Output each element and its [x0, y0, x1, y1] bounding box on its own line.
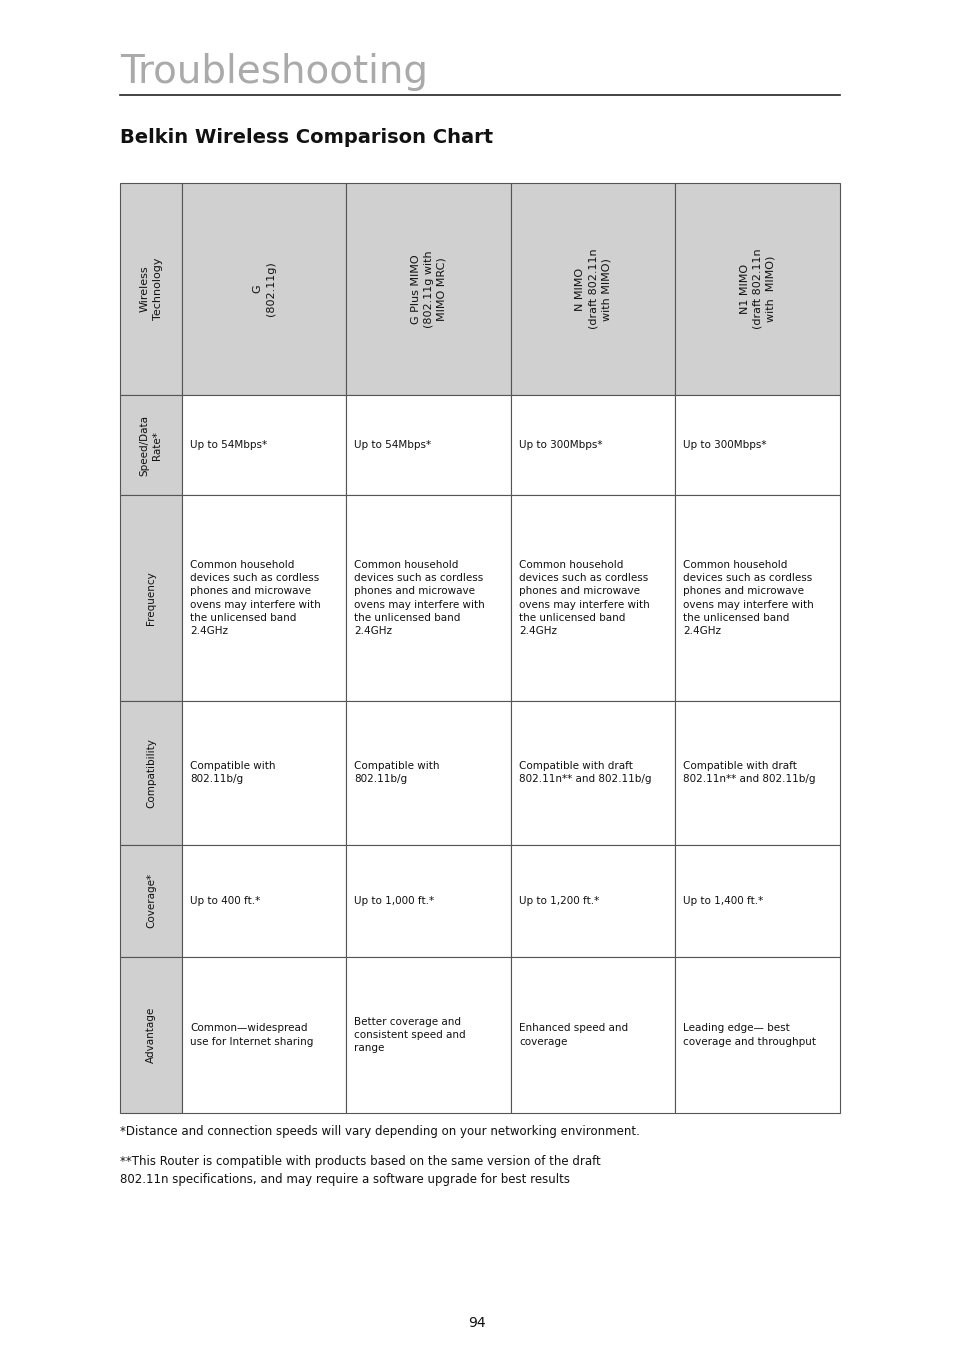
Bar: [675, 183, 840, 395]
Bar: [182, 183, 346, 395]
Text: Up to 1,000 ft.*: Up to 1,000 ft.*: [355, 895, 435, 906]
Text: Up to 400 ft.*: Up to 400 ft.*: [190, 895, 260, 906]
Bar: [346, 701, 511, 845]
Text: G
(802.11g): G (802.11g): [253, 262, 275, 316]
Text: Compatible with
802.11b/g: Compatible with 802.11b/g: [190, 761, 275, 785]
Bar: [675, 395, 840, 495]
Bar: [120, 845, 182, 957]
Text: Belkin Wireless Comparison Chart: Belkin Wireless Comparison Chart: [120, 128, 493, 147]
Bar: [511, 495, 675, 701]
Bar: [675, 845, 840, 957]
Text: Wireless
Technology: Wireless Technology: [139, 258, 162, 320]
Text: *Distance and connection speeds will vary depending on your networking environme: *Distance and connection speeds will var…: [120, 1124, 639, 1138]
Text: Up to 54Mbps*: Up to 54Mbps*: [190, 440, 267, 450]
Bar: [346, 495, 511, 701]
Text: Common—widespread
use for Internet sharing: Common—widespread use for Internet shari…: [190, 1024, 313, 1047]
Bar: [182, 495, 346, 701]
Bar: [120, 957, 182, 1114]
Bar: [511, 845, 675, 957]
Bar: [511, 957, 675, 1114]
Text: N1 MIMO
(draft 802.11n
with  MIMO): N1 MIMO (draft 802.11n with MIMO): [739, 249, 775, 330]
Text: Common household
devices such as cordless
phones and microwave
ovens may interfe: Common household devices such as cordles…: [190, 560, 320, 637]
Bar: [511, 701, 675, 845]
Text: Leading edge— best
coverage and throughput: Leading edge— best coverage and throughp…: [682, 1024, 816, 1047]
Bar: [120, 701, 182, 845]
Text: Speed/Data
Rate*: Speed/Data Rate*: [140, 414, 162, 476]
Bar: [182, 957, 346, 1114]
Text: Up to 300Mbps*: Up to 300Mbps*: [682, 440, 766, 450]
Bar: [182, 845, 346, 957]
Text: Common household
devices such as cordless
phones and microwave
ovens may interfe: Common household devices such as cordles…: [682, 560, 814, 637]
Text: 94: 94: [468, 1317, 485, 1330]
Text: Coverage*: Coverage*: [146, 874, 156, 928]
Bar: [511, 183, 675, 395]
Bar: [346, 957, 511, 1114]
Text: **This Router is compatible with products based on the same version of the draft: **This Router is compatible with product…: [120, 1154, 600, 1186]
Bar: [120, 495, 182, 701]
Text: G Plus MIMO
(802.11g with
MIMO MRC): G Plus MIMO (802.11g with MIMO MRC): [410, 251, 447, 328]
Text: Compatible with
802.11b/g: Compatible with 802.11b/g: [355, 761, 439, 785]
Bar: [182, 395, 346, 495]
Bar: [346, 395, 511, 495]
Bar: [511, 395, 675, 495]
Bar: [120, 395, 182, 495]
Text: Up to 1,200 ft.*: Up to 1,200 ft.*: [518, 895, 598, 906]
Text: Compatible with draft
802.11n** and 802.11b/g: Compatible with draft 802.11n** and 802.…: [518, 761, 651, 785]
Text: Up to 54Mbps*: Up to 54Mbps*: [355, 440, 431, 450]
Bar: [675, 701, 840, 845]
Text: Up to 300Mbps*: Up to 300Mbps*: [518, 440, 602, 450]
Bar: [182, 701, 346, 845]
Text: Better coverage and
consistent speed and
range: Better coverage and consistent speed and…: [355, 1017, 466, 1054]
Bar: [675, 957, 840, 1114]
Text: Compatible with draft
802.11n** and 802.11b/g: Compatible with draft 802.11n** and 802.…: [682, 761, 815, 785]
Text: Frequency: Frequency: [146, 571, 156, 626]
Text: Up to 1,400 ft.*: Up to 1,400 ft.*: [682, 895, 763, 906]
Text: Common household
devices such as cordless
phones and microwave
ovens may interfe: Common household devices such as cordles…: [518, 560, 649, 637]
Bar: [120, 183, 182, 395]
Text: Enhanced speed and
coverage: Enhanced speed and coverage: [518, 1024, 627, 1047]
Text: Common household
devices such as cordless
phones and microwave
ovens may interfe: Common household devices such as cordles…: [355, 560, 485, 637]
Text: N MIMO
(draft 802.11n
with MIMO): N MIMO (draft 802.11n with MIMO): [575, 249, 611, 330]
Bar: [346, 183, 511, 395]
Text: Advantage: Advantage: [146, 1007, 156, 1063]
Text: Troubleshooting: Troubleshooting: [120, 53, 428, 91]
Bar: [346, 845, 511, 957]
Text: Compatibility: Compatibility: [146, 737, 156, 808]
Bar: [675, 495, 840, 701]
